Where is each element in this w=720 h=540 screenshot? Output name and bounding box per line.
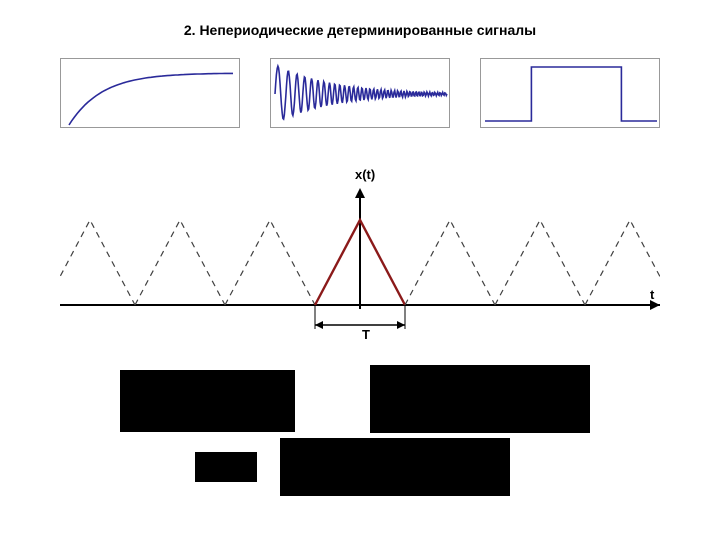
x-axis-label: t — [650, 287, 654, 302]
redacted-box — [195, 452, 257, 482]
period-label: T — [362, 327, 370, 342]
page-title: 2. Непериодические детерминированные сиг… — [0, 22, 720, 38]
main-triangle-diagram: x(t) t T — [60, 175, 660, 335]
redacted-box — [370, 365, 590, 433]
chart-damped-oscillation — [270, 58, 450, 128]
redacted-box — [120, 370, 295, 432]
redacted-box — [280, 438, 510, 496]
small-charts-row — [60, 58, 660, 128]
chart-exponential — [60, 58, 240, 128]
chart-rect-pulse — [480, 58, 660, 128]
y-axis-label: x(t) — [355, 167, 375, 182]
